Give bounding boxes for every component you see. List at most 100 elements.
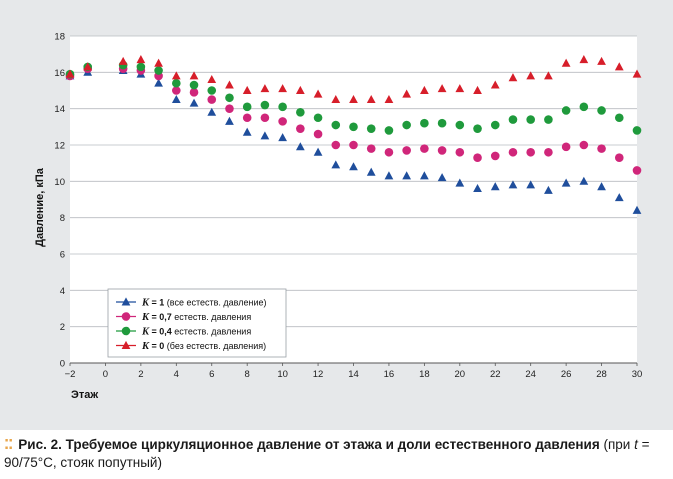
- x-tick-label: 0: [103, 369, 108, 380]
- data-point-series-1: [473, 184, 482, 193]
- data-point-series-4: [189, 71, 199, 80]
- y-tick-label: 4: [60, 286, 65, 297]
- data-point-series-1: [225, 116, 234, 125]
- data-point-series-2: [349, 140, 358, 150]
- data-point-series-4: [207, 75, 217, 84]
- data-markers: [65, 55, 642, 214]
- data-point-series-4: [242, 85, 252, 94]
- x-tick-label: 28: [596, 369, 607, 380]
- y-tick-label: 10: [54, 177, 65, 188]
- data-point-series-3: [225, 93, 234, 103]
- figure-caption: ⁚⁚ Рис. 2. Требуемое циркуляционное давле…: [4, 436, 670, 472]
- data-point-series-3: [561, 106, 571, 115]
- x-tick-label: 2: [138, 369, 143, 380]
- data-point-series-4: [561, 58, 571, 67]
- data-point-series-4: [65, 69, 75, 78]
- x-tick-label: 24: [525, 369, 536, 380]
- data-point-series-1: [242, 127, 252, 136]
- data-point-series-4: [366, 94, 376, 104]
- data-point-series-4: [349, 94, 358, 104]
- data-point-series-4: [579, 55, 589, 64]
- x-tick-label: 10: [277, 369, 288, 380]
- x-tick-label: 18: [419, 369, 430, 380]
- data-point-series-2: [278, 117, 287, 126]
- x-tick-label: 6: [209, 369, 214, 380]
- legend-label-series-3: K = 0,4 естеств. давления: [141, 326, 251, 337]
- x-tick-label: 22: [490, 369, 501, 380]
- data-point-series-2: [207, 95, 217, 104]
- data-point-series-3: [579, 102, 589, 112]
- legend: K = 1 (все естеств. давление) K = 0,7 ест…: [107, 288, 287, 358]
- data-point-series-3: [313, 113, 323, 123]
- caption-bullet-icon: ⁚⁚: [4, 437, 13, 452]
- legend-marker-series-2: [121, 312, 131, 321]
- data-point-series-2: [544, 147, 553, 157]
- data-point-series-1: [579, 176, 589, 185]
- data-point-series-2: [632, 166, 642, 175]
- data-point-series-2: [260, 113, 270, 123]
- legend-marker-series-4: [121, 340, 131, 349]
- legend-label-series-2: K = 0,7 естеств. давления: [141, 312, 251, 323]
- data-point-series-2: [366, 144, 376, 153]
- data-point-series-4: [632, 69, 642, 78]
- data-point-series-4: [260, 84, 270, 93]
- data-point-series-2: [384, 147, 394, 157]
- data-point-series-4: [526, 71, 536, 80]
- data-point-series-1: [437, 173, 447, 182]
- data-point-series-4: [331, 94, 341, 104]
- data-point-series-4: [384, 94, 394, 104]
- x-tick-label: 12: [313, 369, 324, 380]
- data-point-series-2: [561, 142, 571, 152]
- x-tick-label: 16: [384, 369, 395, 380]
- data-point-series-3: [278, 102, 287, 112]
- x-tick-label: 20: [455, 369, 466, 380]
- data-point-series-1: [189, 98, 199, 107]
- data-point-series-2: [313, 129, 323, 139]
- data-point-series-3: [207, 86, 217, 95]
- x-tick-label: 14: [348, 369, 359, 380]
- legend-label-series-4: K = 0 (без естеств. давления): [141, 341, 266, 352]
- data-point-series-1: [313, 147, 323, 156]
- x-tick-label: 30: [632, 369, 643, 380]
- data-point-series-4: [597, 56, 606, 65]
- data-point-series-1: [278, 133, 287, 142]
- data-point-series-1: [632, 205, 642, 214]
- data-point-series-1: [171, 94, 181, 104]
- data-point-series-3: [172, 78, 181, 88]
- data-point-series-3: [189, 80, 199, 90]
- data-point-series-4: [136, 55, 146, 64]
- y-tick-label: 12: [54, 141, 65, 152]
- data-point-series-4: [225, 80, 234, 89]
- data-point-series-4: [83, 62, 93, 71]
- data-point-series-2: [437, 146, 447, 155]
- x-tick-label: −2: [65, 369, 76, 380]
- data-point-series-3: [331, 120, 341, 130]
- caption-label: Рис. 2.: [18, 437, 62, 452]
- y-tick-label: 6: [60, 250, 65, 261]
- data-point-series-4: [402, 89, 412, 98]
- data-point-series-4: [278, 84, 287, 93]
- data-point-series-4: [295, 85, 305, 94]
- data-point-series-1: [614, 193, 624, 202]
- caption-t-variable: t: [634, 437, 638, 452]
- data-point-series-2: [402, 146, 411, 155]
- caption-paren-open: (при: [599, 437, 631, 452]
- data-point-series-4: [490, 80, 500, 89]
- data-point-series-3: [296, 108, 305, 117]
- data-point-series-1: [597, 182, 606, 191]
- data-point-series-2: [331, 140, 341, 150]
- caption-rest: = 90/75°С, стояк попутный): [4, 437, 650, 470]
- x-axis-title: Этаж: [71, 389, 98, 401]
- data-point-series-1: [154, 78, 163, 87]
- y-tick-label: 14: [54, 104, 65, 115]
- data-point-series-3: [349, 122, 358, 132]
- data-point-series-4: [508, 73, 518, 82]
- y-tick-label: 0: [60, 359, 65, 370]
- data-point-series-2: [508, 147, 518, 157]
- data-point-series-2: [420, 144, 429, 153]
- data-point-series-3: [402, 120, 411, 130]
- legend-marker-series-1: [121, 297, 131, 306]
- data-point-series-3: [154, 66, 163, 75]
- data-point-series-4: [544, 71, 553, 80]
